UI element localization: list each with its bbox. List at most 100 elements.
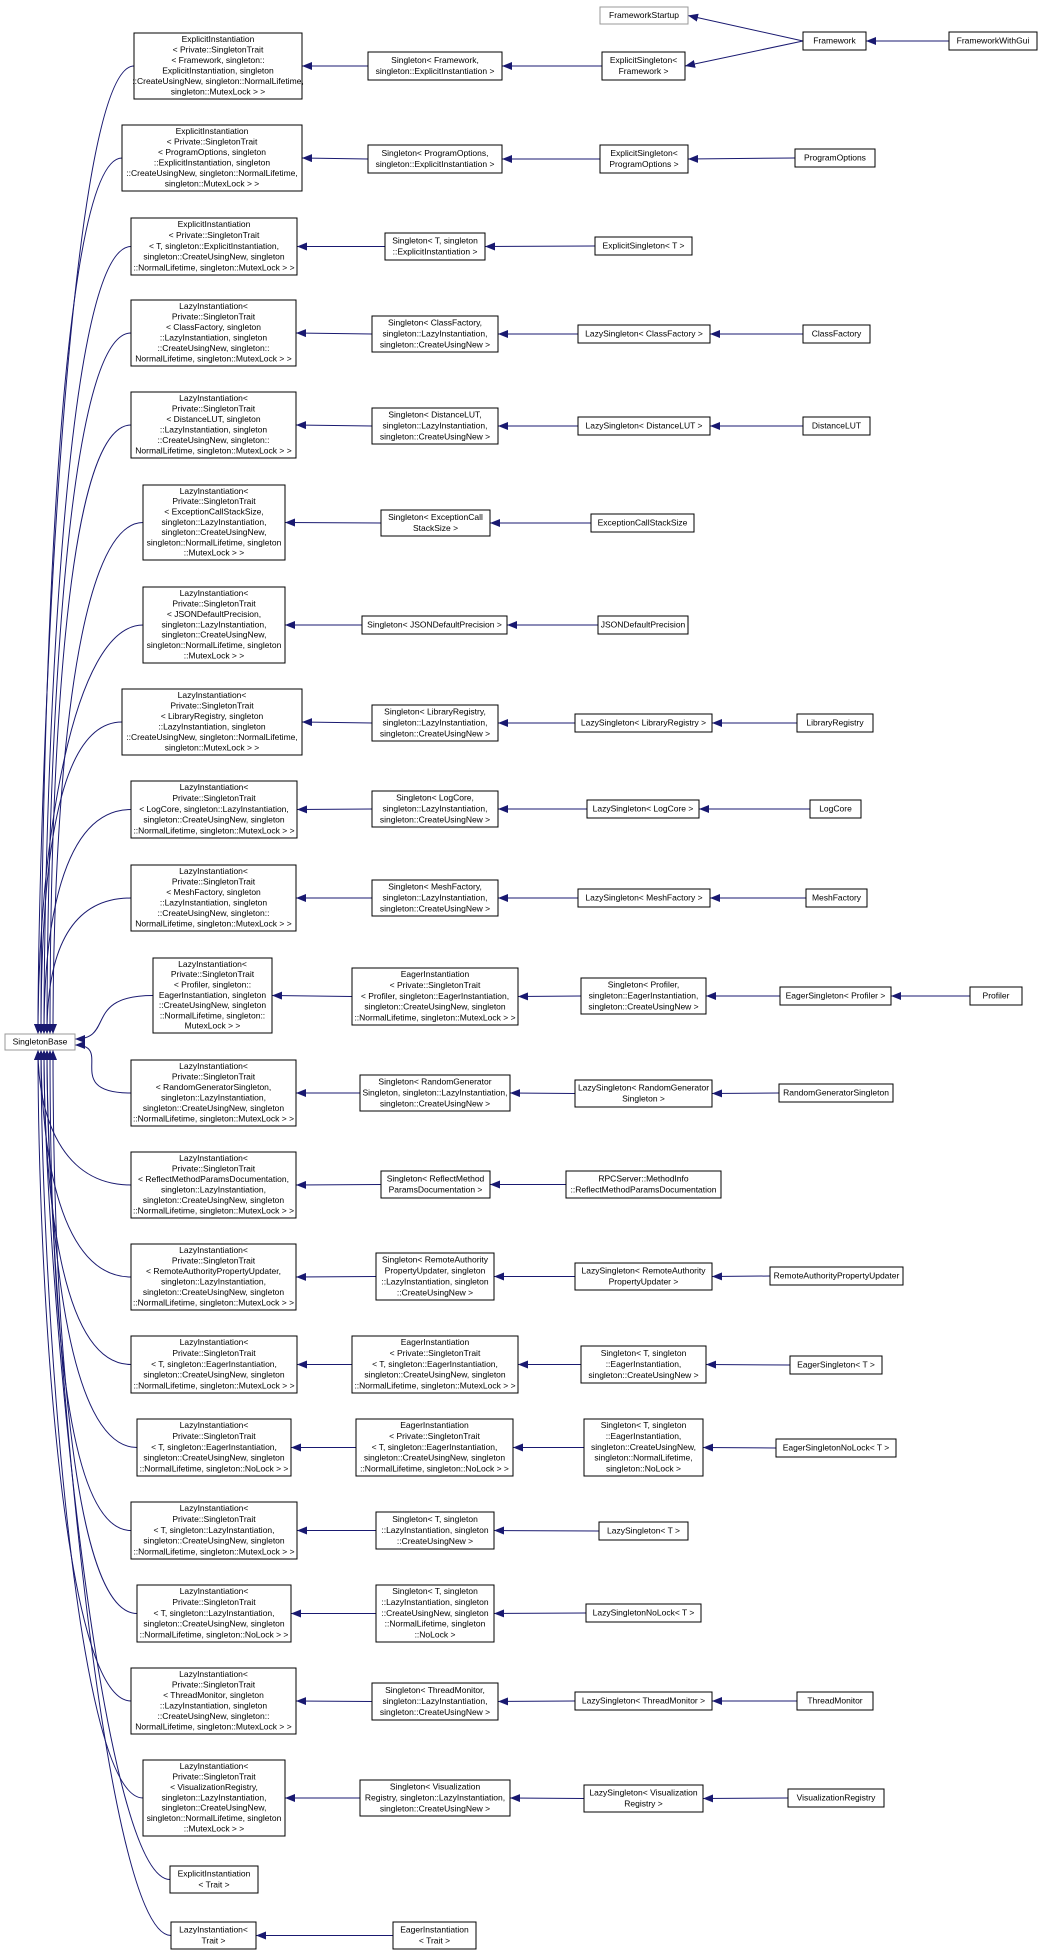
class-node[interactable]: LazySingleton< RandomGeneratorSingleton … <box>574 1079 713 1108</box>
class-node[interactable]: LazySingleton< LogCore > <box>586 799 700 819</box>
class-node[interactable]: Singleton< RemoteAuthorityPropertyUpdate… <box>375 1252 495 1301</box>
node-label: ::CreateUsingNew > <box>397 1287 473 1297</box>
class-node[interactable]: Singleton< RandomGeneratorSingleton, sin… <box>359 1074 511 1112</box>
class-node[interactable]: Singleton< T, singleton::LazyInstantiati… <box>375 1511 495 1550</box>
class-node[interactable]: Singleton< T, singleton::EagerInstantiat… <box>580 1345 707 1384</box>
node-label: Private::SingletonTrait <box>172 877 256 887</box>
node-box <box>796 713 874 733</box>
class-node[interactable]: LazyInstantiation<Private::SingletonTrai… <box>130 780 298 839</box>
class-node[interactable]: ExplicitInstantiation< Trait > <box>169 1865 259 1894</box>
class-node[interactable]: Singleton< ClassFactory,singleton::LazyI… <box>371 315 499 353</box>
class-node[interactable]: LazyInstantiation<Private::SingletonTrai… <box>142 1759 286 1837</box>
class-node[interactable]: LazyInstantiation<Private::SingletonTrai… <box>130 1335 298 1394</box>
class-node[interactable]: Singleton< Framework,singleton::Explicit… <box>367 51 503 81</box>
class-node[interactable]: Singleton< LibraryRegistry,singleton::La… <box>371 704 499 742</box>
class-node[interactable]: Singleton< ReflectMethodParamsDocumentat… <box>380 1170 491 1199</box>
class-node[interactable]: ExplicitInstantiation< Private::Singleto… <box>121 124 303 192</box>
class-node[interactable]: DistanceLUT <box>802 416 871 436</box>
class-node[interactable]: EagerInstantiation< Private::SingletonTr… <box>351 1335 519 1394</box>
class-node[interactable]: VisualizationRegistry <box>787 1788 885 1808</box>
class-node[interactable]: LibraryRegistry <box>796 713 874 733</box>
class-node[interactable]: LazySingleton< DistanceLUT > <box>577 416 711 436</box>
class-node[interactable]: LazyInstantiation<Trait > <box>170 1921 257 1950</box>
class-node[interactable]: Singleton< ProgramOptions,singleton::Exp… <box>367 144 503 174</box>
class-node[interactable]: Singleton< MeshFactory,singleton::LazyIn… <box>371 879 499 917</box>
class-node[interactable]: LazyInstantiation<Private::SingletonTrai… <box>136 1418 292 1477</box>
class-node[interactable]: LazySingleton< RemoteAuthorityPropertyUp… <box>574 1262 713 1291</box>
inheritance-edge <box>705 1360 791 1369</box>
class-node[interactable]: Singleton< Profiler,singleton::EagerInst… <box>580 977 707 1015</box>
class-node[interactable]: LazyInstantiation<Private::SingletonTrai… <box>130 864 297 932</box>
class-node[interactable]: Singleton< DistanceLUT,singleton::LazyIn… <box>371 407 499 445</box>
class-node[interactable]: ThreadMonitor <box>796 1691 874 1711</box>
node-label: < ProgramOptions, singleton <box>158 147 266 157</box>
class-node[interactable]: MeshFactory <box>805 888 868 908</box>
class-node[interactable]: EagerSingleton< Profiler > <box>779 986 892 1006</box>
class-node[interactable]: Singleton< T, singleton::LazyInstantiati… <box>375 1584 495 1643</box>
class-node[interactable]: LazyInstantiation<Private::SingletonTrai… <box>130 299 297 367</box>
node-label: singleton::LazyInstantiation, <box>162 1792 267 1802</box>
class-node[interactable]: ExplicitSingleton<Framework > <box>601 51 686 81</box>
class-node[interactable]: Singleton< VisualizationRegistry, single… <box>359 1779 511 1817</box>
class-node[interactable]: LazyInstantiation<Private::SingletonTrai… <box>152 957 273 1034</box>
class-node[interactable]: ExceptionCallStackSize <box>590 513 695 533</box>
node-label: singleton::CreateUsingNew, singleton <box>143 815 285 825</box>
class-node[interactable]: FrameworkWithGui <box>948 31 1038 51</box>
node-box <box>130 1059 297 1127</box>
node-label: singleton::LazyInstantiation, <box>162 619 267 629</box>
node-label: < LibraryRegistry, singleton <box>161 711 264 721</box>
class-node[interactable]: LazyInstantiation<Private::SingletonTrai… <box>130 1059 297 1127</box>
class-node[interactable]: ExplicitSingleton< T > <box>594 236 693 256</box>
class-node[interactable]: Framework <box>802 31 867 51</box>
class-node[interactable]: ExplicitInstantiation< Private::Singleto… <box>132 32 304 100</box>
node-label: Singleton, singleton::LazyInstantiation, <box>362 1087 507 1097</box>
node-box <box>359 1779 511 1817</box>
inheritance-edge <box>49 1049 138 1614</box>
class-node[interactable]: Singleton< LogCore,singleton::LazyInstan… <box>371 790 499 828</box>
class-node[interactable]: ExplicitInstantiation< Private::Singleto… <box>130 217 298 276</box>
class-node[interactable]: Singleton< T, singleton::ExplicitInstant… <box>384 232 486 261</box>
class-node[interactable]: LazyInstantiation<Private::SingletonTrai… <box>130 1243 297 1311</box>
class-node[interactable]: LazySingleton< T > <box>598 1521 689 1541</box>
class-node[interactable]: LogCore <box>809 799 862 819</box>
node-label: ::NormalLifetime, singleton::MutexLock >… <box>133 1546 294 1556</box>
class-node[interactable]: LazyInstantiation<Private::SingletonTrai… <box>130 1667 297 1735</box>
class-node[interactable]: JSONDefaultPrecision <box>597 615 689 635</box>
node-label: < T, singleton::EagerInstantiation, <box>151 1359 277 1369</box>
class-node[interactable]: LazyInstantiation<Private::SingletonTrai… <box>142 484 286 561</box>
class-node[interactable]: LazyInstantiation<Private::SingletonTrai… <box>136 1584 292 1643</box>
class-node[interactable]: LazySingletonNoLock< T > <box>585 1603 702 1623</box>
class-node[interactable]: EagerInstantiation< Private::SingletonTr… <box>351 967 519 1026</box>
class-node[interactable]: EagerInstantiation< Trait > <box>392 1921 477 1950</box>
class-node[interactable]: RandomGeneratorSingleton <box>778 1083 894 1103</box>
node-label: ParamsDocumentation > <box>389 1184 483 1194</box>
node-box <box>574 713 713 733</box>
node-label: < LogCore, singleton::LazyInstantiation, <box>139 804 289 814</box>
class-node[interactable]: ExplicitSingleton<ProgramOptions > <box>599 144 689 174</box>
class-node[interactable]: RPCServer::MethodInfo::ReflectMethodPara… <box>565 1170 722 1199</box>
class-node[interactable]: EagerSingleton< T > <box>789 1355 883 1375</box>
class-node[interactable]: LazyInstantiation<Private::SingletonTrai… <box>121 688 303 756</box>
class-node[interactable]: ProgramOptions <box>794 148 876 168</box>
class-node[interactable]: EagerInstantiation< Private::SingletonTr… <box>355 1418 514 1477</box>
class-node[interactable]: LazyInstantiation<Private::SingletonTrai… <box>130 1151 297 1219</box>
class-node[interactable]: EagerSingletonNoLock< T > <box>775 1438 897 1458</box>
class-node[interactable]: LazyInstantiation<Private::SingletonTrai… <box>130 1501 298 1560</box>
class-node[interactable]: LazyInstantiation<Private::SingletonTrai… <box>142 586 286 664</box>
class-node[interactable]: LazySingleton< MeshFactory > <box>577 888 711 908</box>
class-node[interactable]: Profiler <box>969 986 1023 1006</box>
node-label: < VisualizationRegistry, <box>170 1782 258 1792</box>
class-node[interactable]: Singleton< JSONDefaultPrecision > <box>361 615 508 635</box>
class-node[interactable]: RemoteAuthorityPropertyUpdater <box>769 1266 904 1286</box>
class-node[interactable]: LazySingleton< VisualizationRegistry > <box>583 1784 704 1813</box>
node-label: < T, singleton::EagerInstantiation, <box>372 1359 498 1369</box>
class-node[interactable]: LazyInstantiation<Private::SingletonTrai… <box>130 391 297 459</box>
node-label: Framework > <box>619 66 669 76</box>
class-node[interactable]: Singleton< ThreadMonitor,singleton::Lazy… <box>371 1682 499 1721</box>
class-node[interactable]: LazySingleton< LibraryRegistry > <box>574 713 713 733</box>
class-node[interactable]: LazySingleton< ClassFactory > <box>577 324 711 344</box>
class-node[interactable]: Singleton< ExceptionCallStackSize > <box>380 509 491 537</box>
class-node[interactable]: ClassFactory <box>802 324 871 344</box>
class-node[interactable]: Singleton< T, singleton::EagerInstantiat… <box>583 1418 704 1477</box>
class-node[interactable]: LazySingleton< ThreadMonitor > <box>574 1691 713 1711</box>
